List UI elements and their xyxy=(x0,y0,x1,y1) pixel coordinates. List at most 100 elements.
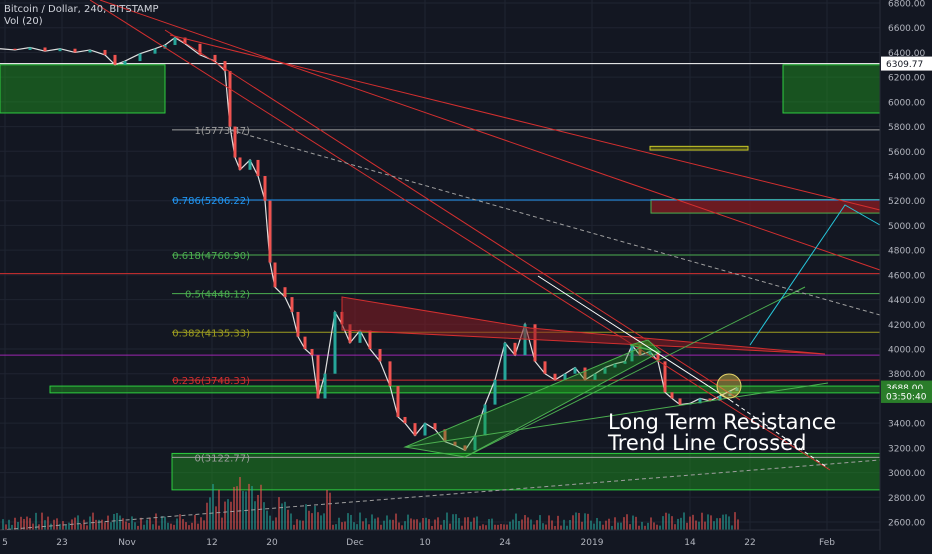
volume-bar xyxy=(374,518,376,530)
price-tick-label: 4800.00 xyxy=(888,247,925,257)
volume-bar xyxy=(473,517,475,530)
time-tick-label: 12 xyxy=(206,538,217,548)
volume-bar xyxy=(197,523,199,530)
volume-bar xyxy=(611,525,613,530)
resistance-trend-line xyxy=(89,0,831,471)
volume-bar xyxy=(296,519,298,530)
volume-bar xyxy=(293,524,295,530)
price-tick-label: 6200.00 xyxy=(888,74,925,84)
volume-bar xyxy=(479,525,481,530)
volume-bar xyxy=(443,519,445,530)
volume-bar xyxy=(689,516,691,530)
volume-bar xyxy=(155,513,157,530)
volume-bar xyxy=(167,522,169,530)
volume-bar xyxy=(218,489,220,530)
volume-bar xyxy=(530,519,532,530)
volume-bar xyxy=(89,516,91,530)
volume-bar xyxy=(653,522,655,530)
volume-bar xyxy=(254,501,256,530)
volume-bar xyxy=(581,521,583,530)
volume-bar xyxy=(635,516,637,530)
volume-bar xyxy=(455,514,457,530)
volume-bar xyxy=(563,519,565,530)
candle-body xyxy=(593,373,597,380)
highlight-circle xyxy=(716,373,742,399)
volume-bar xyxy=(137,525,139,530)
volume-bar xyxy=(464,517,466,530)
candle-body xyxy=(423,423,427,436)
volume-bar xyxy=(86,525,88,530)
time-tick-label: 5 xyxy=(2,538,8,548)
volume-bar xyxy=(41,512,43,530)
volume-bar xyxy=(299,520,301,530)
volume-bar xyxy=(335,524,337,530)
volume-bar xyxy=(56,518,58,530)
volume-bar xyxy=(92,512,94,530)
candle-body xyxy=(403,416,407,424)
volume-bar xyxy=(458,518,460,530)
volume-bar xyxy=(431,525,433,530)
volume-bar xyxy=(467,517,469,530)
volume-bar xyxy=(695,520,697,530)
volume-bar xyxy=(122,518,124,530)
candle-body xyxy=(523,324,527,356)
volume-bar xyxy=(227,499,229,530)
candle-body xyxy=(678,398,682,405)
volume-bar xyxy=(674,524,676,530)
volume-bar xyxy=(440,524,442,530)
cyan-projection xyxy=(749,204,881,346)
volume-bar xyxy=(659,525,661,530)
resistance-trend-line xyxy=(99,0,881,271)
volume-bar xyxy=(320,515,322,530)
volume-bar xyxy=(494,524,496,530)
volume-bar xyxy=(557,515,559,530)
fib-level-label: 0(3122.77) xyxy=(194,453,250,464)
volume-bar xyxy=(641,521,643,530)
volume-bar xyxy=(377,517,379,530)
volume-bar xyxy=(164,516,166,530)
fib-level-label: 1(5773.47) xyxy=(194,126,250,137)
support-zone xyxy=(0,64,166,114)
volume-bar xyxy=(224,501,226,530)
candle-body xyxy=(630,345,634,362)
candle-body xyxy=(513,342,517,356)
volume-bar xyxy=(569,519,571,530)
volume-bar xyxy=(251,486,253,530)
volume-bar xyxy=(149,517,151,530)
price-tick-label: 5400.00 xyxy=(888,173,925,183)
price-badge-bg xyxy=(881,388,932,403)
annotation-line-1: Long Term Resistance xyxy=(608,410,837,434)
candle-body xyxy=(310,349,314,356)
volume-bar xyxy=(590,520,592,530)
volume-bar xyxy=(68,522,70,530)
price-axis-badge: 03:50:40 xyxy=(881,388,932,403)
candle-body xyxy=(698,398,702,404)
volume-bar xyxy=(623,517,625,530)
candle-body xyxy=(263,176,267,201)
fib-level-label: 0.786(5206.22) xyxy=(172,196,250,207)
candle-body xyxy=(443,429,447,442)
volume-bar xyxy=(47,516,49,530)
candle-body xyxy=(256,159,260,176)
volume-bar xyxy=(419,522,421,530)
candle-body xyxy=(543,361,547,374)
candle-body xyxy=(563,373,567,380)
candle-body xyxy=(153,48,157,54)
volume-bar xyxy=(539,515,541,530)
candle-body xyxy=(233,126,237,158)
volume-bar xyxy=(683,512,685,530)
symbol-line: Bitcoin / Dollar, 240, BITSTAMP xyxy=(4,4,159,15)
price-badge-bg xyxy=(881,56,932,71)
price-tick-label: 2600.00 xyxy=(888,519,925,529)
fib-level-label: 0.236(3748.33) xyxy=(172,376,250,387)
candle-body xyxy=(603,367,607,374)
volume-bar xyxy=(161,516,163,530)
volume-bar xyxy=(263,502,265,530)
volume-bar xyxy=(35,512,37,530)
price-tick-label: 6000.00 xyxy=(888,98,925,108)
candle-body xyxy=(388,361,392,387)
volume-bar xyxy=(491,518,493,530)
volume-bar xyxy=(701,512,703,530)
